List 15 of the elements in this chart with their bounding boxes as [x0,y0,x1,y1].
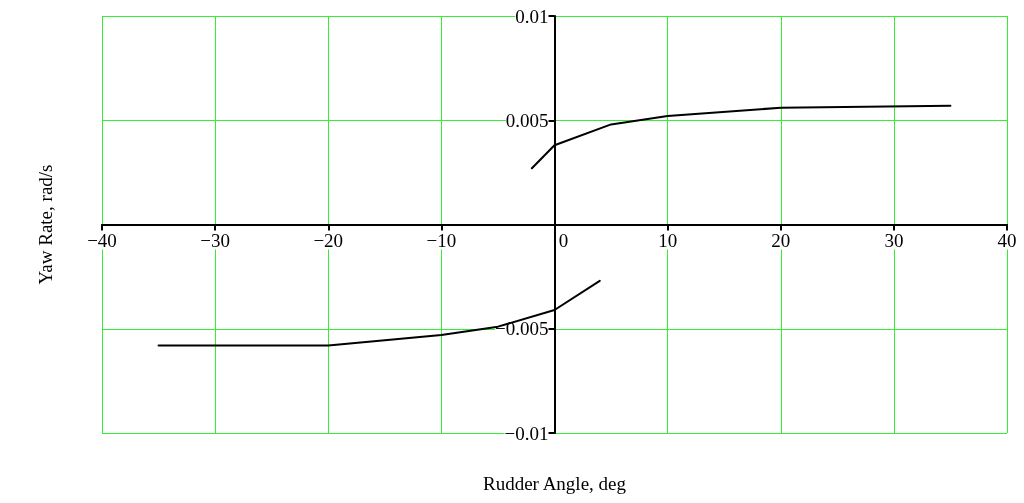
y-tick-label: 0.005 [505,109,549,131]
x-tick-label: 40 [997,229,1017,251]
y-axis-title: Yaw Rate, rad/s [34,164,56,285]
y-tick-label: 0.01 [515,5,549,27]
x-tick-label: 20 [771,229,791,251]
y-tick-label: −0.01 [504,422,549,444]
x-tick-label: −10 [426,229,457,251]
x-tick-label: −30 [200,229,230,251]
x-tick-label: 30 [884,229,904,251]
y-tick-label: −0.005 [495,318,549,340]
x-tick-label: −40 [87,229,117,251]
x-axis-title: Rudder Angle, deg [482,472,627,494]
x-tick-label: 10 [658,229,678,251]
x-tick-label: 0 [558,229,569,251]
x-tick-label: −20 [313,229,344,251]
